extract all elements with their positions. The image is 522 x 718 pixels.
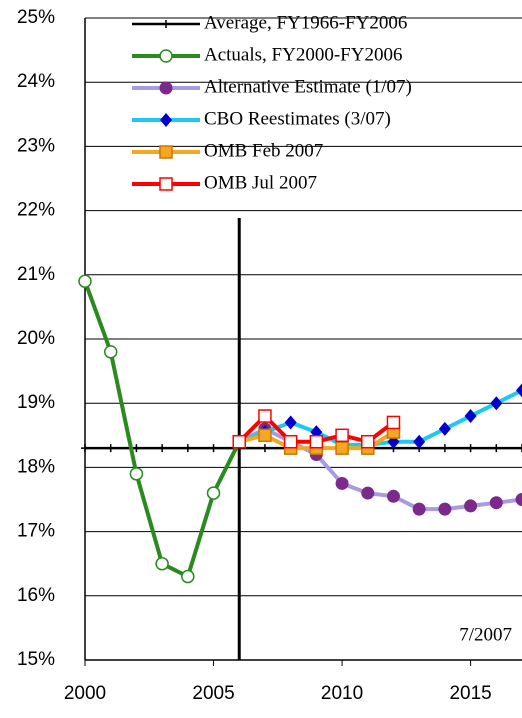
- marker: [335, 428, 349, 443]
- marker: [103, 345, 118, 359]
- legend-marker: [160, 113, 172, 127]
- y-tick-label: 24%: [17, 71, 55, 92]
- legend-label: CBO Reestimates (3/07): [204, 108, 391, 129]
- marker: [492, 444, 501, 453]
- marker: [132, 444, 141, 453]
- marker: [181, 569, 195, 584]
- y-tick-label: 17%: [17, 521, 55, 542]
- legend-marker: [159, 177, 173, 191]
- marker: [335, 441, 349, 455]
- marker: [438, 502, 452, 516]
- y-tick-label: 25%: [17, 7, 55, 28]
- marker: [386, 415, 401, 430]
- marker: [516, 383, 522, 398]
- marker: [258, 409, 272, 423]
- marker: [489, 496, 503, 510]
- x-tick-label: 2010: [321, 683, 363, 704]
- marker: [412, 502, 426, 516]
- y-tick-label: 22%: [17, 200, 55, 221]
- legend-label: Actuals, FY2000-FY2006: [204, 44, 402, 65]
- marker: [361, 434, 375, 449]
- x-tick-label: 2015: [449, 683, 491, 704]
- x-tick-label: 2000: [64, 683, 106, 704]
- legend-label: OMB Feb 2007: [204, 140, 323, 161]
- marker: [438, 421, 451, 436]
- marker: [440, 444, 449, 453]
- x-tick-label: 2005: [192, 683, 234, 704]
- marker: [518, 444, 522, 453]
- marker: [361, 486, 375, 500]
- legend-label: Alternative Estimate (1/07): [204, 76, 412, 97]
- marker: [309, 434, 324, 449]
- legend-label: Average, FY1966-FY2006: [204, 12, 407, 33]
- marker: [81, 444, 89, 453]
- marker: [490, 396, 503, 411]
- legend-marker: [162, 20, 170, 28]
- marker: [260, 444, 269, 453]
- marker: [283, 434, 298, 449]
- marker: [232, 434, 246, 449]
- series-line: [83, 280, 242, 579]
- marker: [386, 489, 400, 503]
- y-tick-label: 21%: [17, 264, 55, 285]
- marker: [466, 444, 475, 453]
- y-tick-label: 16%: [17, 585, 55, 606]
- y-tick-label: 20%: [17, 328, 55, 349]
- legend-marker: [159, 145, 173, 159]
- marker: [78, 274, 92, 288]
- y-tick-label: 19%: [17, 392, 55, 413]
- marker: [413, 434, 426, 449]
- marker: [464, 499, 478, 513]
- marker: [183, 444, 192, 453]
- legend-marker: [159, 49, 173, 63]
- marker: [258, 428, 272, 443]
- marker: [129, 467, 144, 481]
- marker: [158, 444, 167, 453]
- y-tick-label: 15%: [17, 649, 55, 670]
- marker: [284, 415, 297, 430]
- marker: [209, 444, 218, 453]
- marker: [335, 476, 349, 490]
- annotation: 7/2007: [459, 624, 512, 645]
- y-tick-label: 23%: [17, 135, 55, 156]
- marker: [206, 486, 221, 500]
- y-tick-label: 18%: [17, 456, 55, 477]
- marker: [155, 556, 169, 571]
- legend-marker: [159, 81, 173, 95]
- marker: [515, 493, 522, 506]
- marker: [106, 444, 115, 453]
- marker: [464, 409, 477, 424]
- legend-label: OMB Jul 2007: [204, 172, 317, 193]
